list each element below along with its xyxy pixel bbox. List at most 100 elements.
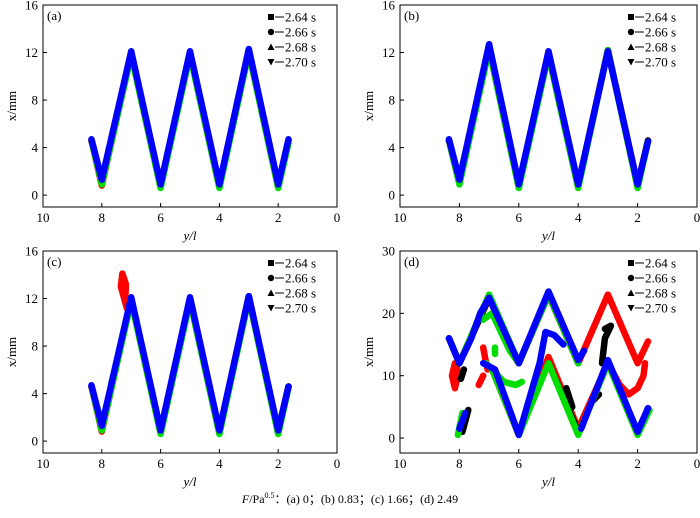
y-tick-label: 10: [382, 368, 395, 383]
x-tick-label: 0: [694, 456, 700, 471]
y-tick-label: 16: [25, 0, 39, 13]
y-tick-label: 12: [25, 45, 38, 60]
legend-marker-triangle-up: [627, 289, 635, 296]
x-tick-label: 4: [575, 210, 582, 225]
series-line-2.64s: [457, 366, 468, 383]
caption-text: ：(a) 0；(b) 0.83；(c) 1.66；(d) 2.49: [274, 492, 459, 506]
y-axis-label: x/mm: [361, 91, 376, 121]
legend-label: 2.70 s: [645, 55, 676, 70]
legend-label: 2.70 s: [285, 55, 316, 70]
series-line-2.64s: [598, 322, 615, 367]
x-tick-label: 2: [275, 456, 282, 471]
legend-marker-circle: [627, 28, 635, 36]
x-tick-label: 4: [216, 456, 223, 471]
y-tick-label: 4: [389, 140, 396, 155]
legend-marker-square: [268, 260, 274, 266]
legend-label: 2.70 s: [285, 301, 316, 316]
x-tick-label: 2: [634, 456, 641, 471]
legend-marker-square: [268, 14, 274, 20]
legend-label: 2.68 s: [645, 40, 676, 55]
x-tick-label: 8: [456, 456, 463, 471]
series-line-2.68s: [88, 295, 292, 438]
series-group: [445, 40, 652, 192]
series-line-2.70s: [577, 356, 652, 436]
legend-label: 2.68 s: [285, 286, 316, 301]
y-tick-label: 20: [382, 306, 395, 321]
x-tick-label: 2: [634, 210, 641, 225]
legend-marker-triangle-down: [627, 305, 635, 312]
y-tick-label: 4: [32, 386, 39, 401]
plot-frame: [399, 250, 698, 454]
series-line-2.70s: [445, 40, 652, 188]
legend-label: 2.68 s: [285, 40, 316, 55]
series-line-2.70s: [88, 45, 292, 188]
legend-marker-triangle-up: [267, 289, 275, 296]
x-axis-label: y/l: [540, 228, 555, 243]
series-line-2.68s: [88, 49, 292, 192]
y-tick-label: 0: [32, 434, 39, 449]
series-line-2.66s: [88, 292, 292, 435]
legend-label: 2.66 s: [285, 25, 316, 40]
panel-a: 10 8 6 4 2 0 0 4 8 12 16 y/l x/mm (a) 2.64 s2.66 s2.68…: [4, 0, 340, 243]
x-tick-label: 4: [216, 210, 223, 225]
series-line-2.68s: [446, 45, 652, 192]
x-axis-label: y/l: [182, 474, 197, 489]
legend-label: 2.66 s: [645, 25, 676, 40]
legend-marker-triangle-down: [267, 59, 275, 66]
panel-label: (a): [47, 8, 61, 23]
y-axis-label: x/mm: [361, 337, 376, 367]
legend-label: 2.66 s: [285, 271, 316, 286]
plot-frame: [399, 4, 698, 208]
legend-marker-circle: [267, 28, 275, 36]
y-tick-label: 16: [25, 244, 39, 259]
x-tick-label: 10: [37, 456, 50, 471]
series-group: [88, 45, 292, 192]
series-line-2.66s: [448, 359, 462, 392]
series-line-2.64s: [88, 292, 292, 435]
y-axis-label: x/mm: [4, 91, 19, 121]
legend-label: 2.64 s: [285, 256, 316, 271]
x-tick-label: 10: [394, 456, 407, 471]
legend-label: 2.64 s: [645, 256, 676, 271]
series-line-2.64s: [563, 384, 576, 411]
x-tick-label: 6: [516, 456, 523, 471]
y-tick-label: 8: [32, 339, 39, 354]
y-tick-label: 8: [32, 93, 39, 108]
x-axis-label: y/l: [182, 228, 197, 243]
legend-marker-triangle-down: [267, 305, 275, 312]
x-tick-label: 0: [694, 210, 700, 225]
y-tick-label: 0: [389, 431, 396, 446]
series-line-2.66s: [475, 372, 487, 389]
legend-label: 2.64 s: [645, 10, 676, 25]
caption-exponent: 0.5: [264, 491, 275, 500]
series-line-2.64s: [88, 46, 292, 189]
legend-label: 2.66 s: [645, 271, 676, 286]
y-tick-label: 16: [382, 0, 396, 13]
x-tick-label: 10: [394, 210, 407, 225]
legend-marker-square: [628, 260, 634, 266]
series-line-2.70s: [88, 292, 292, 434]
x-tick-label: 6: [157, 210, 164, 225]
legend-label: 2.64 s: [285, 10, 316, 25]
y-tick-label: 12: [382, 45, 395, 60]
x-tick-label: 2: [275, 210, 282, 225]
x-tick-label: 8: [456, 210, 463, 225]
plot-frame: [42, 250, 338, 454]
x-axis-label: y/l: [540, 474, 555, 489]
x-tick-label: 6: [516, 210, 523, 225]
y-tick-label: 12: [25, 291, 38, 306]
y-tick-label: 8: [389, 93, 396, 108]
y-tick-label: 30: [382, 244, 395, 259]
x-tick-label: 4: [575, 456, 582, 471]
series-group: [88, 270, 292, 438]
x-tick-label: 6: [157, 456, 164, 471]
y-tick-label: 4: [32, 140, 39, 155]
series-line-2.70s: [445, 288, 588, 367]
x-tick-label: 10: [37, 210, 50, 225]
x-tick-label: 8: [99, 456, 106, 471]
legend-marker-triangle-up: [627, 43, 635, 50]
legend-label: 2.70 s: [645, 301, 676, 316]
x-tick-label: 0: [334, 210, 341, 225]
